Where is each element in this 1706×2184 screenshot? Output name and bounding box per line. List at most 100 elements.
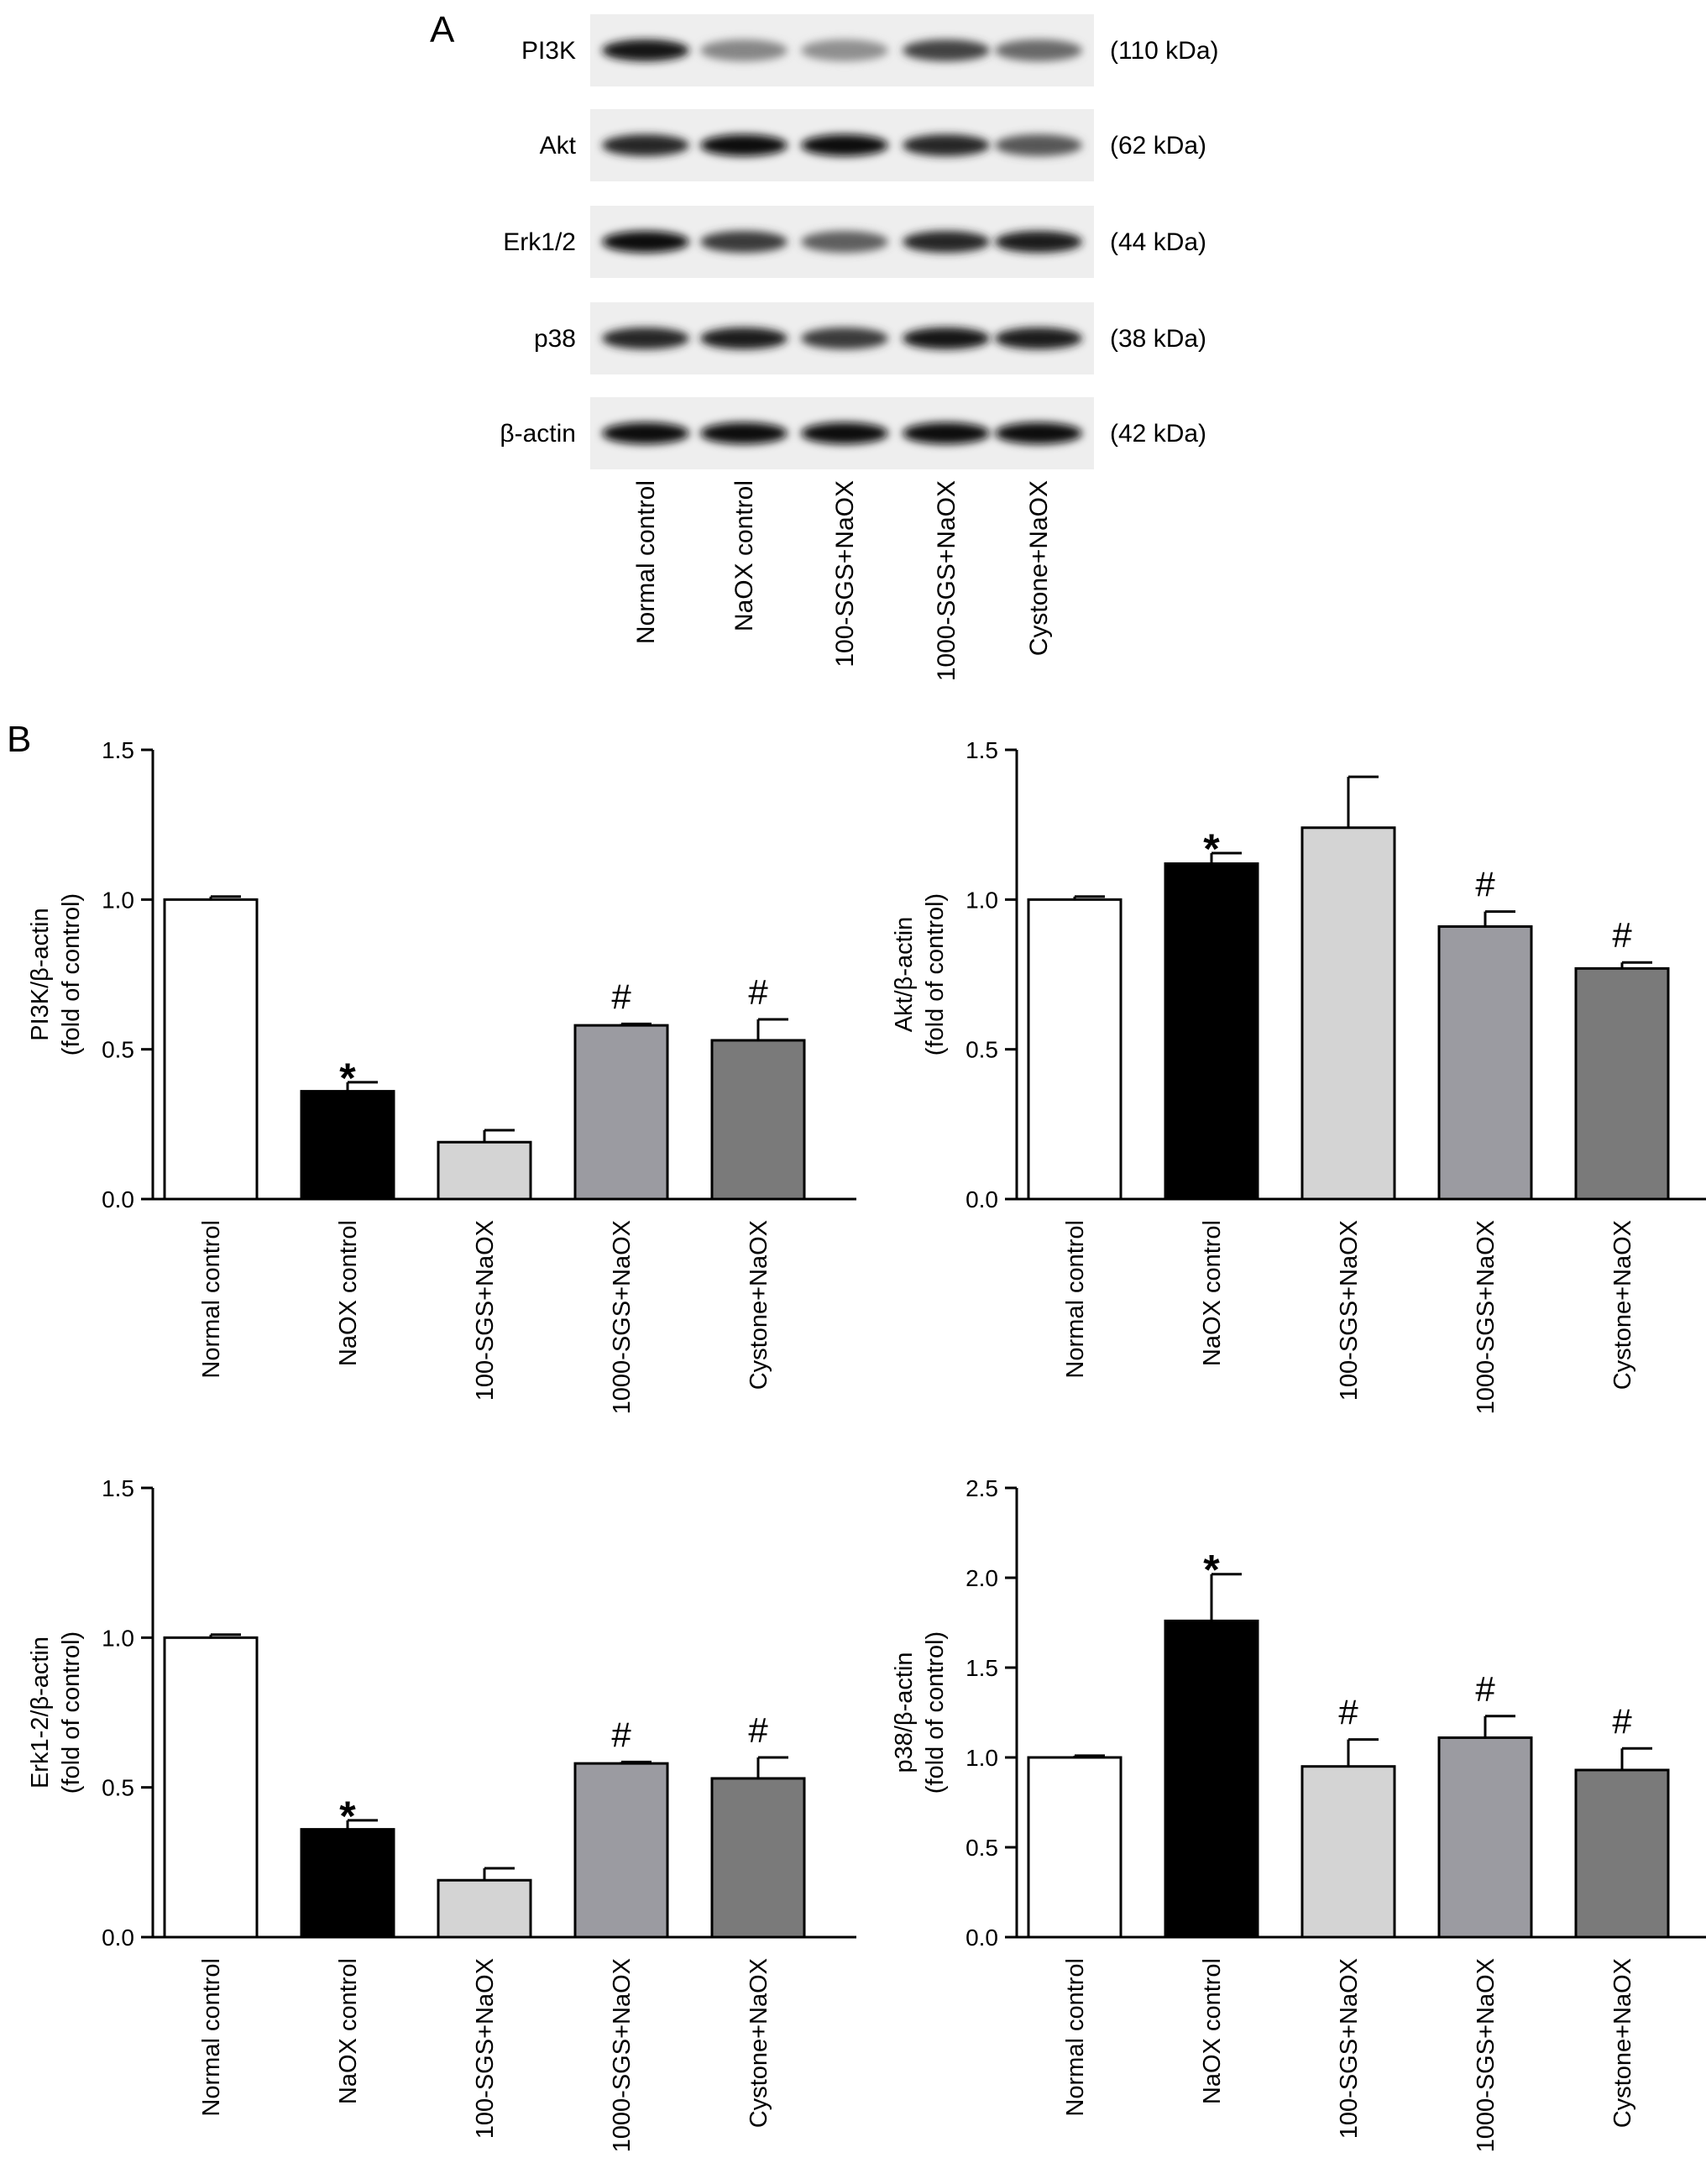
x-category-label: 1000-SGS+NaOX [1473, 1220, 1499, 1414]
blot-band [903, 327, 990, 349]
x-category-label: Normal control [1062, 1958, 1089, 2117]
blot-band [801, 422, 888, 444]
y-tick-label: 0.5 [966, 1037, 998, 1063]
bar [710, 1777, 806, 1939]
blot-band [801, 134, 888, 156]
y-tick-label: 1.0 [966, 1745, 998, 1771]
blot-protein-label: PI3K [521, 37, 576, 65]
blot-protein-label: Erk1/2 [503, 228, 576, 256]
y-tick-label: 0.0 [102, 1186, 134, 1212]
blot-band [602, 39, 689, 61]
bar-chart-3: 0.0 0.5 1.0 1.5 Erk1-2/β-actin (fold of contr… [27, 1475, 856, 2152]
y-axis-label: (fold of control) [922, 893, 949, 1055]
blot-band [903, 422, 990, 444]
blot-band [801, 231, 888, 253]
y-tick-label: 2.5 [966, 1475, 998, 1501]
x-category-label: 1000-SGS+NaOX [609, 1220, 636, 1414]
bar [437, 1878, 532, 1939]
blot-band [995, 327, 1082, 349]
blot-band [903, 39, 990, 61]
blot-band [995, 39, 1082, 61]
y-tick-label: 2.0 [966, 1565, 998, 1591]
bar [1574, 966, 1670, 1201]
blot-band [700, 39, 788, 61]
bar-chart-1: 0.0 0.5 1.0 1.5 PI3K/β-actin (fold of control… [27, 737, 856, 1414]
y-tick-label: 1.0 [966, 887, 998, 913]
y-axis-label: Erk1-2/β-actin [27, 1637, 54, 1789]
blot-band [602, 134, 689, 156]
blot-lane-label: Normal control [632, 480, 660, 644]
significance-hash: # [611, 1715, 631, 1754]
bar [1164, 862, 1259, 1201]
blot-protein-label: p38 [534, 325, 576, 353]
x-category-label: 100-SGS+NaOX [472, 1220, 499, 1401]
x-category-label: 1000-SGS+NaOX [609, 1958, 636, 2152]
western-blot: PI3K (110 kDa) Akt (62 kDa) Erk1/2 (44 kDa) p3… [500, 14, 1219, 681]
bar-chart-2: 0.0 0.5 1.0 1.5 Akt/β-actin (fold of control)… [891, 737, 1706, 1414]
y-tick-label: 1.5 [102, 737, 134, 763]
y-tick-label: 1.5 [102, 1475, 134, 1501]
y-tick-label: 0.5 [102, 1037, 134, 1063]
y-tick-label: 1.5 [966, 1655, 998, 1681]
blot-kda-label: (44 kDa) [1110, 228, 1206, 256]
y-tick-label: 1.0 [102, 1625, 134, 1651]
x-category-label: Cystone+NaOX [746, 1958, 772, 2128]
x-category-label: Cystone+NaOX [1609, 1958, 1636, 2128]
bar [1437, 1736, 1533, 1939]
bar [163, 1636, 259, 1939]
bar [300, 1090, 395, 1201]
significance-hash: # [748, 972, 768, 1012]
significance-hash: # [1475, 1669, 1495, 1709]
x-category-label: 100-SGS+NaOX [1336, 1220, 1363, 1401]
blot-kda-label: (38 kDa) [1110, 325, 1206, 353]
panel-b-label: B [7, 719, 31, 760]
bar [1300, 826, 1396, 1201]
y-axis-label: Akt/β-actin [891, 917, 918, 1033]
y-tick-label: 1.0 [102, 887, 134, 913]
bar-chart-4: 0.0 0.5 1.0 1.5 2.0 2.5 p38/β-actin (fold of co… [891, 1475, 1706, 2152]
bar [573, 1024, 669, 1201]
y-axis-label: PI3K/β-actin [27, 908, 54, 1041]
blot-band [602, 327, 689, 349]
x-category-label: 100-SGS+NaOX [1336, 1958, 1363, 2139]
x-category-label: Normal control [198, 1220, 225, 1379]
significance-asterisk: * [339, 1793, 356, 1840]
y-tick-label: 0.0 [966, 1925, 998, 1951]
blot-band [700, 327, 788, 349]
blot-lane-label: NaOX control [730, 480, 758, 631]
significance-hash: # [1612, 1701, 1632, 1741]
y-tick-label: 0.5 [102, 1775, 134, 1801]
blot-band [995, 134, 1082, 156]
x-category-label: Cystone+NaOX [1609, 1220, 1636, 1390]
blot-band [801, 39, 888, 61]
blot-band [602, 231, 689, 253]
blot-band [995, 422, 1082, 444]
x-category-label: Cystone+NaOX [746, 1220, 772, 1390]
blot-band [903, 134, 990, 156]
significance-hash: # [611, 977, 631, 1016]
bar [1300, 1765, 1396, 1939]
x-category-label: Normal control [1062, 1220, 1089, 1379]
bar [1437, 924, 1533, 1201]
bar [573, 1762, 669, 1939]
significance-asterisk: * [1203, 1547, 1220, 1594]
significance-hash: # [1612, 915, 1632, 955]
bar [1164, 1619, 1259, 1939]
x-category-label: NaOX control [1199, 1220, 1226, 1366]
significance-hash: # [748, 1710, 768, 1750]
x-category-label: NaOX control [1199, 1958, 1226, 2104]
x-category-label: 100-SGS+NaOX [472, 1958, 499, 2139]
y-axis-label: (fold of control) [58, 893, 85, 1055]
blot-band [602, 422, 689, 444]
blot-lane-label: 1000-SGS+NaOX [933, 480, 960, 681]
blot-band [801, 327, 888, 349]
blot-band [700, 422, 788, 444]
blot-kda-label: (42 kDa) [1110, 420, 1206, 448]
blot-band [903, 231, 990, 253]
bar [1574, 1768, 1670, 1939]
bar [1027, 898, 1123, 1201]
y-axis-label: (fold of control) [58, 1631, 85, 1794]
bar [300, 1828, 395, 1939]
